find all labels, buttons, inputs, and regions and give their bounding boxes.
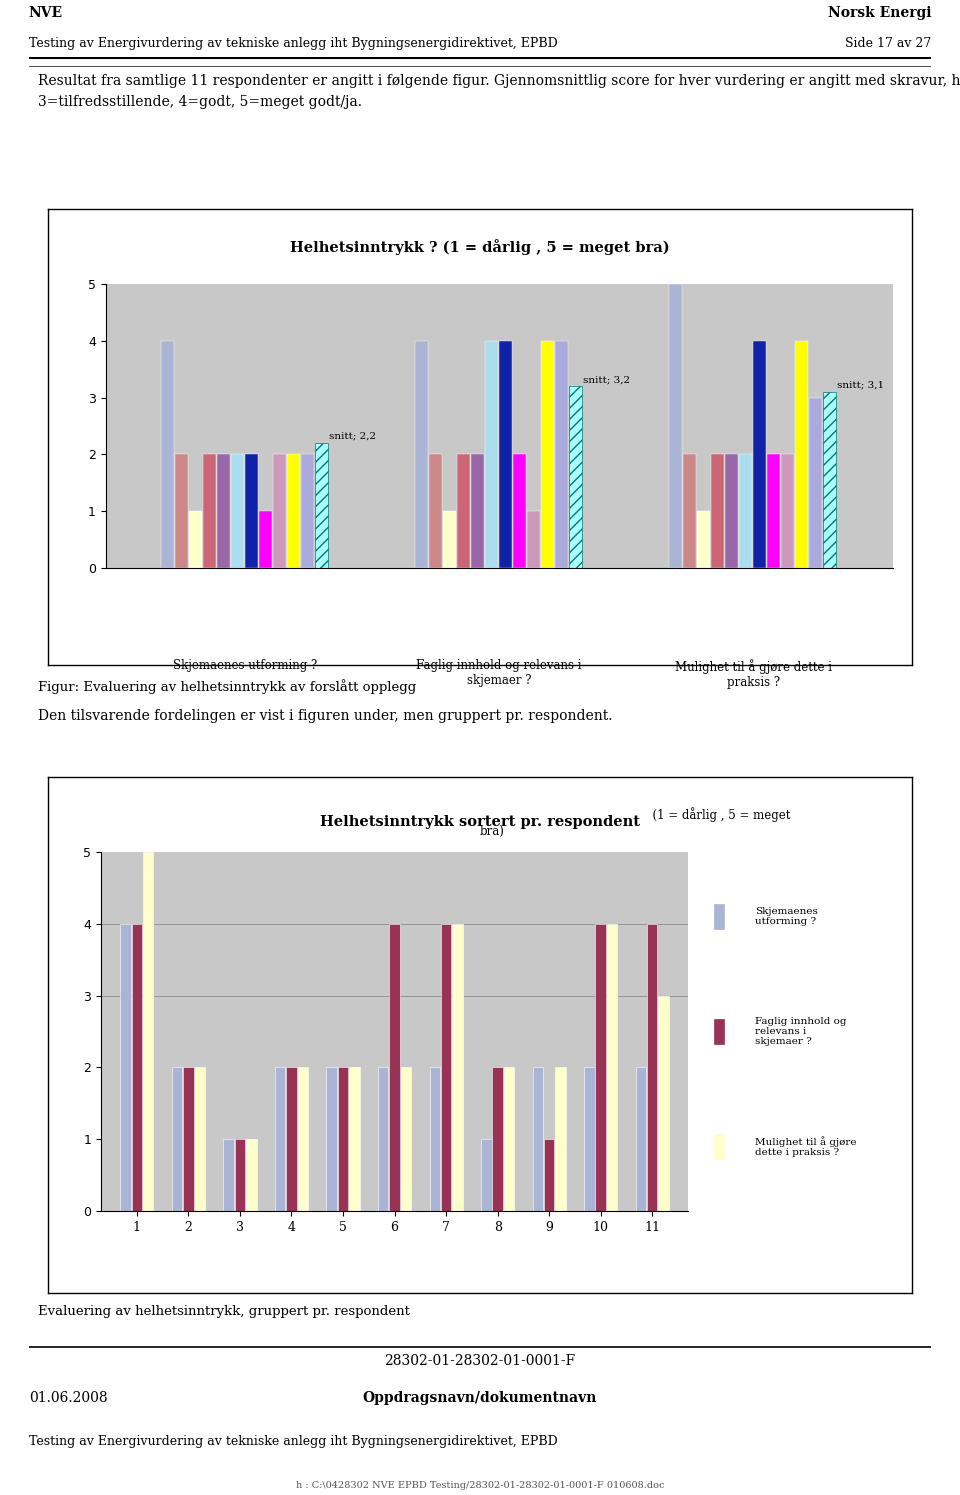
Bar xyxy=(714,1133,724,1159)
Bar xyxy=(338,1067,348,1211)
Bar xyxy=(714,1020,724,1044)
Bar xyxy=(235,1139,245,1211)
Text: Evaluering av helhetsinntrykk, gruppert pr. respondent: Evaluering av helhetsinntrykk, gruppert … xyxy=(38,1305,410,1317)
Bar xyxy=(286,1067,297,1211)
Text: Helhetsinntrykk sortert pr. respondent: Helhetsinntrykk sortert pr. respondent xyxy=(320,815,640,830)
Bar xyxy=(189,511,203,568)
Bar xyxy=(378,1067,389,1211)
Bar xyxy=(349,1067,360,1211)
Bar xyxy=(739,454,752,568)
Bar xyxy=(176,454,188,568)
Text: Den tilsvarende fordelingen er vist i figuren under, men gruppert pr. respondent: Den tilsvarende fordelingen er vist i fi… xyxy=(38,709,612,722)
Bar xyxy=(541,341,554,568)
Bar xyxy=(274,454,286,568)
Text: Skjemaenes
utforming ?: Skjemaenes utforming ? xyxy=(756,907,818,927)
Bar xyxy=(684,454,696,568)
Text: Resultat fra samtlige 11 respondenter er angitt i følgende figur. Gjennomsnittli: Resultat fra samtlige 11 respondenter er… xyxy=(38,72,960,109)
Bar xyxy=(767,454,780,568)
Bar xyxy=(647,924,658,1211)
Bar xyxy=(795,341,808,568)
Bar xyxy=(481,1139,492,1211)
Bar xyxy=(441,924,451,1211)
Text: Norsk Energi: Norsk Energi xyxy=(828,6,931,19)
Bar xyxy=(326,1067,337,1211)
Bar xyxy=(485,341,498,568)
Bar xyxy=(444,511,456,568)
Bar xyxy=(504,1067,515,1211)
Bar xyxy=(697,511,710,568)
Bar xyxy=(714,904,724,930)
Text: Figur: Evaluering av helhetsinntrykk av forslått opplegg: Figur: Evaluering av helhetsinntrykk av … xyxy=(38,679,417,694)
Bar xyxy=(429,1067,440,1211)
Bar xyxy=(172,1067,182,1211)
Text: Side 17 av 27: Side 17 av 27 xyxy=(845,37,931,49)
Bar xyxy=(429,454,443,568)
Text: Skjemaenes utforming ?: Skjemaenes utforming ? xyxy=(173,659,318,671)
Text: snitt; 3,1: snitt; 3,1 xyxy=(837,381,884,390)
Bar xyxy=(224,1139,234,1211)
Bar xyxy=(275,1067,285,1211)
Text: h : C:\0428302 NVE EPBD Testing/28302-01-28302-01-0001-F 010608.doc: h : C:\0428302 NVE EPBD Testing/28302-01… xyxy=(296,1480,664,1489)
Text: 01.06.2008: 01.06.2008 xyxy=(29,1392,108,1405)
Bar xyxy=(823,392,836,568)
Bar xyxy=(245,454,258,568)
Text: Testing av Energivurdering av tekniske anlegg iht Bygningsenergidirektivet, EPBD: Testing av Energivurdering av tekniske a… xyxy=(29,1435,558,1449)
Text: 28302-01-28302-01-0001-F: 28302-01-28302-01-0001-F xyxy=(384,1354,576,1368)
Text: Testing av Energivurdering av tekniske anlegg iht Bygningsenergidirektivet, EPBD: Testing av Energivurdering av tekniske a… xyxy=(29,37,558,49)
Text: Faglig innhold og relevans i
skjemaer ?: Faglig innhold og relevans i skjemaer ? xyxy=(417,659,582,688)
Bar xyxy=(217,454,230,568)
Bar xyxy=(514,454,526,568)
Bar xyxy=(781,454,794,568)
Bar xyxy=(457,454,470,568)
Text: Mulighet til å gjøre
dette i praksis ?: Mulighet til å gjøre dette i praksis ? xyxy=(756,1136,856,1157)
Bar xyxy=(669,284,683,568)
Text: Helhetsinntrykk ? (1 = dårlig , 5 = meget bra): Helhetsinntrykk ? (1 = dårlig , 5 = mege… xyxy=(290,239,670,254)
Bar xyxy=(120,924,131,1211)
Bar xyxy=(143,852,154,1211)
Bar xyxy=(183,1067,194,1211)
Bar xyxy=(754,341,766,568)
Bar xyxy=(195,1067,205,1211)
Bar xyxy=(301,454,314,568)
Bar xyxy=(711,454,724,568)
Text: snitt; 3,2: snitt; 3,2 xyxy=(583,375,630,384)
Bar xyxy=(527,511,540,568)
Bar xyxy=(298,1067,308,1211)
Bar xyxy=(452,924,463,1211)
Bar xyxy=(533,1067,543,1211)
Bar xyxy=(390,924,399,1211)
Text: NVE: NVE xyxy=(29,6,63,19)
Bar xyxy=(132,924,142,1211)
Bar xyxy=(471,454,484,568)
Bar xyxy=(607,924,617,1211)
Bar xyxy=(659,996,669,1211)
Text: snitt; 2,2: snitt; 2,2 xyxy=(329,432,376,441)
Bar xyxy=(204,454,216,568)
Bar xyxy=(636,1067,646,1211)
Bar xyxy=(161,341,175,568)
Bar xyxy=(595,924,606,1211)
Bar xyxy=(315,443,328,568)
Bar xyxy=(400,1067,411,1211)
Text: (1 = dårlig , 5 = meget
bra): (1 = dårlig , 5 = meget bra) xyxy=(480,807,790,837)
Text: Oppdragsnavn/dokumentnavn: Oppdragsnavn/dokumentnavn xyxy=(363,1392,597,1405)
Text: Mulighet til å gjøre dette i
praksis ?: Mulighet til å gjøre dette i praksis ? xyxy=(675,659,831,689)
Text: Faglig innhold og
relevans i
skjemaer ?: Faglig innhold og relevans i skjemaer ? xyxy=(756,1017,847,1046)
Bar xyxy=(555,341,568,568)
Bar xyxy=(569,386,582,568)
Bar xyxy=(499,341,512,568)
Bar xyxy=(231,454,244,568)
Bar xyxy=(584,1067,594,1211)
Bar xyxy=(246,1139,256,1211)
Bar xyxy=(725,454,738,568)
Bar xyxy=(259,511,272,568)
Bar xyxy=(544,1139,554,1211)
Bar xyxy=(287,454,300,568)
Bar xyxy=(416,341,428,568)
Bar xyxy=(555,1067,565,1211)
Bar xyxy=(492,1067,503,1211)
Bar xyxy=(809,398,822,568)
